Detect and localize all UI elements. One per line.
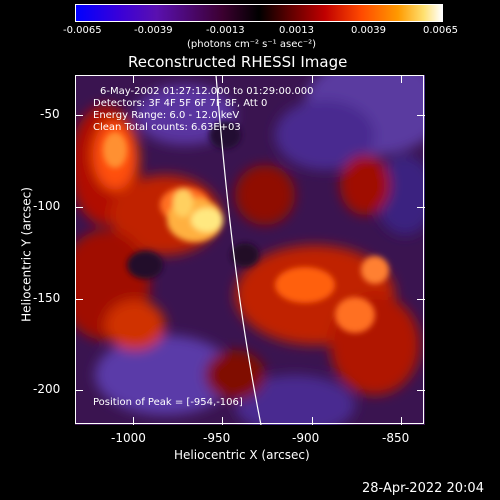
x-tick-mark (133, 75, 134, 83)
y-tick-mark (417, 115, 425, 116)
footer-timestamp: 28-Apr-2022 20:04 (362, 481, 484, 496)
x-tick-label: -950 (203, 431, 231, 445)
observation-time-range: 6-May-2002 01:27:12.000 to 01:29:00.000 (100, 86, 314, 97)
x-axis-title: Heliocentric X (arcsec) (174, 448, 310, 462)
y-tick-mark (417, 299, 425, 300)
y-tick-mark (75, 299, 83, 300)
x-tick-mark (312, 75, 313, 83)
y-tick-label: -100 (33, 199, 61, 213)
x-tick-label: -1000 (111, 431, 146, 445)
y-tick-mark (417, 207, 425, 208)
peak-position-label: Position of Peak = [-954,-106] (93, 397, 243, 408)
y-tick-mark (75, 390, 83, 391)
energy-range-info: Energy Range: 6.0 - 12.0 keV (93, 110, 240, 121)
x-tick-mark (222, 417, 223, 425)
y-tick-label: -50 (40, 107, 60, 121)
y-tick-mark (75, 115, 83, 116)
detectors-info: Detectors: 3F 4F 5F 6F 7F 8F, Att 0 (93, 98, 268, 109)
y-tick-label: -150 (33, 291, 61, 305)
x-tick-mark (222, 75, 223, 83)
x-tick-mark (133, 417, 134, 425)
rhessi-image (75, 75, 425, 425)
x-tick-label: -850 (382, 431, 410, 445)
x-tick-mark (401, 417, 402, 425)
colorbar-tick-label: 0.0013 (279, 25, 314, 36)
x-tick-mark (312, 417, 313, 425)
x-tick-label: -900 (292, 431, 320, 445)
y-axis-title: Heliocentric Y (arcsec) (19, 187, 34, 322)
colorbar-tick-label: -0.0013 (206, 25, 245, 36)
x-tick-mark (401, 75, 402, 83)
colorbar-tick-label: -0.0065 (63, 25, 102, 36)
clean-total-counts-info: Clean Total counts: 6.63E+03 (93, 122, 241, 133)
colorbar (75, 4, 443, 22)
y-tick-label: -200 (33, 382, 61, 396)
colorbar-units-label: (photons cm⁻² s⁻¹ asec⁻²) (187, 39, 317, 50)
y-tick-mark (417, 390, 425, 391)
y-tick-mark (75, 207, 83, 208)
colorbar-tick-label: 0.0039 (351, 25, 386, 36)
colorbar-tick-label: -0.0039 (134, 25, 173, 36)
plot-title: Reconstructed RHESSI Image (128, 53, 348, 71)
colorbar-tick-label: 0.0065 (423, 25, 458, 36)
